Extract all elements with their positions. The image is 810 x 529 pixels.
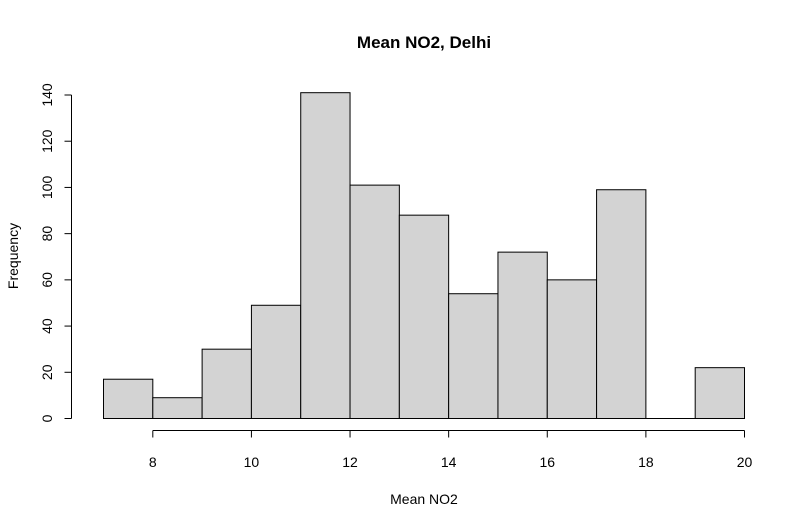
y-tick-label-120: 120 — [39, 129, 55, 153]
y-tick-label-0: 0 — [39, 414, 55, 422]
bar-10-11 — [250, 304, 302, 419]
x-axis: 8 10 12 14 16 18 20 — [149, 430, 753, 470]
x-axis-label: Mean NO2 — [390, 491, 458, 507]
bar-13-14 — [398, 214, 450, 419]
bar-7-8 — [103, 378, 154, 420]
x-tick-label-18: 18 — [638, 454, 654, 470]
bar-16-17 — [546, 279, 598, 419]
y-tick-label-80: 80 — [39, 226, 55, 242]
x-tick-label-16: 16 — [539, 454, 555, 470]
x-tick-label-14: 14 — [441, 454, 457, 470]
bar-11-12 — [300, 92, 351, 419]
bar-12-13 — [349, 184, 400, 419]
x-tick-label-8: 8 — [149, 454, 157, 470]
y-tick-label-40: 40 — [39, 318, 55, 334]
y-axis: 0 20 40 60 80 100 120 140 — [39, 83, 72, 422]
y-tick-label-140: 140 — [39, 83, 55, 107]
bar-17-18 — [596, 189, 647, 419]
bar-8-9 — [152, 397, 203, 420]
x-tick-label-10: 10 — [244, 454, 260, 470]
bars-group — [103, 92, 746, 420]
y-axis-label: Frequency — [5, 223, 21, 289]
y-tick-label-60: 60 — [39, 272, 55, 288]
x-tick-label-12: 12 — [342, 454, 358, 470]
x-tick-label-20: 20 — [737, 454, 753, 470]
y-tick-label-100: 100 — [39, 176, 55, 200]
y-tick-label-20: 20 — [39, 364, 55, 380]
chart-title: Mean NO2, Delhi — [357, 33, 491, 52]
bar-19-20 — [694, 367, 746, 419]
bar-9-10 — [201, 348, 252, 419]
bar-14-15 — [448, 293, 499, 420]
bar-15-16 — [497, 251, 548, 419]
